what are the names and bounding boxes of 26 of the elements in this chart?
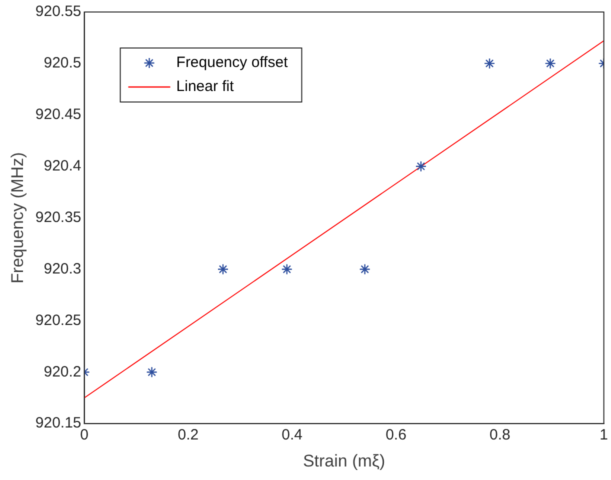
y-tick-label: 920.5 <box>44 54 82 72</box>
y-tick-label: 920.4 <box>44 157 82 174</box>
legend-label: Linear fit <box>176 78 235 96</box>
point <box>359 264 370 275</box>
x-tick-label: 1 <box>600 426 608 444</box>
y-tick-label: 920.35 <box>35 208 82 226</box>
point <box>415 160 427 172</box>
x-tick-label: 0.4 <box>282 426 303 444</box>
y-axis-title: Frequency (MHz) <box>8 152 27 284</box>
point <box>146 366 158 378</box>
point <box>484 58 496 70</box>
x-axis-title: Strain (mξ) <box>302 451 386 470</box>
y-tick-label: 920.15 <box>35 414 82 432</box>
y-tick-label: 920.3 <box>44 260 82 278</box>
x-tick-label: 0.2 <box>178 426 199 444</box>
x-tick-label: 0.8 <box>489 426 510 444</box>
y-tick-label: 920.25 <box>35 312 82 329</box>
y-tick-label: 920.45 <box>35 106 82 124</box>
point <box>544 58 556 70</box>
legend-label: Frequency offset <box>176 54 289 72</box>
point <box>281 264 293 275</box>
x-tick-label: 0 <box>80 426 88 444</box>
y-tick-label: 920.55 <box>35 3 82 20</box>
y-tick-label: 920.2 <box>44 363 82 380</box>
point <box>217 264 229 275</box>
x-tick-label: 0.6 <box>386 426 406 444</box>
